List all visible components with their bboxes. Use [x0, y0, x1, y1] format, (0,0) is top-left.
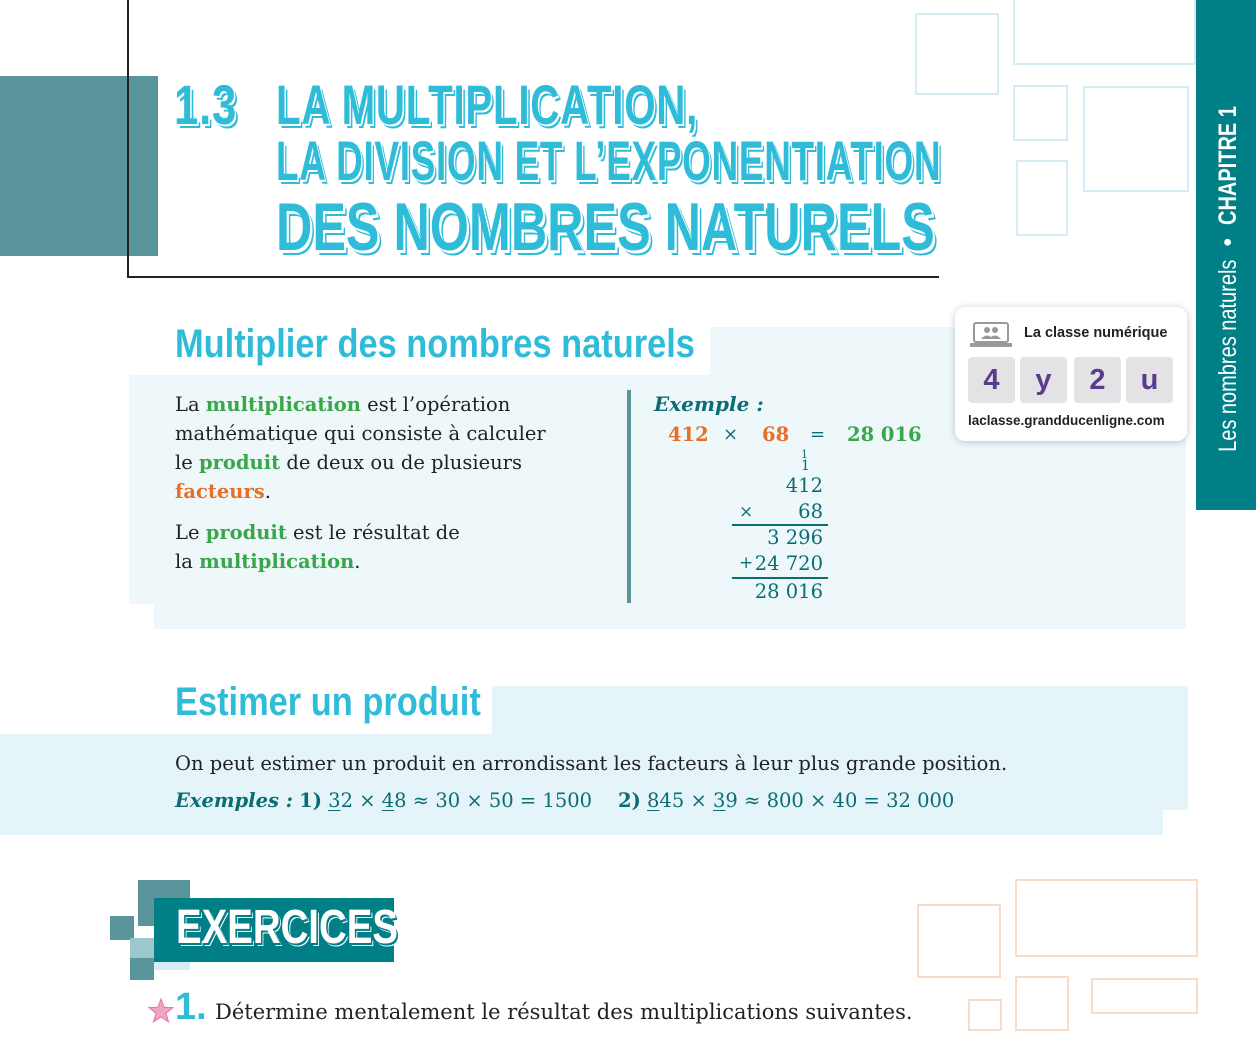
carry-digit: 1 — [801, 458, 810, 474]
star-icon — [148, 998, 174, 1024]
equation-result: 28 016 — [847, 423, 922, 446]
page-title-line1: LA MULTIPLICATION, — [276, 73, 699, 136]
multiplier: 68 — [798, 500, 823, 523]
text: 45 — [659, 789, 685, 812]
laptop-users-icon — [970, 322, 1012, 347]
leading-digit: 3 — [328, 789, 341, 812]
exercise-decor-square — [130, 958, 154, 980]
text: ≈ 30 × 50 = 1500 — [412, 789, 593, 812]
section2-body-bg — [0, 734, 1188, 810]
text: 9 — [725, 789, 738, 812]
partial-product-2: 24 720 — [754, 552, 823, 575]
decor-square — [1091, 978, 1198, 1014]
header-frame-left-line — [127, 0, 129, 278]
carry-digit: 1 — [801, 448, 808, 461]
example-number: 1) — [299, 789, 322, 812]
section2-text: On peut estimer un produit en arrondissa… — [175, 752, 1008, 775]
decor-square — [917, 904, 1001, 978]
text: La — [175, 393, 206, 416]
partial-product-1: 3 296 — [767, 526, 823, 549]
equation-factor-a: 412 — [668, 423, 709, 446]
leading-digit: 8 — [647, 789, 660, 812]
op-times: × — [739, 502, 754, 522]
digital-card-url[interactable]: laclasse.grandducenligne.com — [968, 413, 1165, 428]
text: Le — [175, 521, 206, 544]
exercise-decor-square — [110, 916, 134, 940]
keyword-produit: produit — [198, 451, 281, 474]
decor-square — [915, 13, 999, 95]
code-key: u — [1126, 357, 1173, 403]
text: 8 — [394, 789, 407, 812]
section-number: 1.3 — [174, 73, 238, 136]
keyword-multiplication: multiplication — [205, 393, 361, 416]
chapter-number: CHAPITRE 1 — [1214, 106, 1242, 225]
decor-square — [1013, 0, 1196, 65]
section2-examples: Exemples : 1) 32 × 48 ≈ 30 × 50 = 1500 — [175, 789, 592, 812]
total-product: 28 016 — [754, 580, 823, 603]
exercise-instruction: Détermine mentalement le résultat des mu… — [215, 1000, 913, 1024]
equation-equals: = — [810, 424, 826, 445]
text: × — [690, 789, 707, 812]
section1-product-definition: Le produit est le résultat de la multipl… — [175, 518, 475, 576]
chapter-sidebar — [1196, 0, 1256, 510]
chapter-name: Les nombres naturels — [1214, 259, 1242, 452]
section1-body-bg-tail — [154, 600, 1186, 629]
header-teal-block — [0, 76, 158, 256]
section2-title: Estimer un produit — [175, 680, 481, 724]
digital-card-title: La classe numérique — [1024, 325, 1168, 341]
keyword-multiplication: multiplication — [199, 550, 355, 573]
calc-rule — [732, 524, 828, 526]
multiplicand: 412 — [785, 474, 823, 497]
section2-example-2: 2) 845 × 39 ≈ 800 × 40 = 32 000 — [618, 789, 954, 812]
text: × — [359, 789, 376, 812]
text: . — [264, 480, 271, 503]
page-title-line2: LA DIVISION ET L’EXPONENTIATION — [276, 129, 942, 192]
op-plus: + — [739, 553, 754, 573]
exercises-banner — [154, 898, 394, 962]
page-title-line3: DES NOMBRES NATURELS — [276, 189, 935, 265]
leading-digit: 4 — [381, 789, 395, 812]
text: . — [354, 550, 361, 573]
example-divider — [627, 390, 631, 603]
decor-square — [1015, 879, 1198, 957]
leading-digit: 3 — [713, 789, 726, 812]
text: 2 — [340, 789, 353, 812]
code-key: y — [1020, 357, 1067, 403]
example-number: 2) — [618, 789, 641, 812]
calc-rule — [732, 577, 828, 579]
decor-square — [1015, 976, 1069, 1031]
decor-square — [968, 999, 1002, 1031]
code-key: 4 — [968, 357, 1015, 403]
section2-body-bg-tail — [0, 808, 1163, 835]
section2-title-band — [492, 686, 1188, 734]
text: ≈ 800 × 40 = 32 000 — [744, 789, 955, 812]
text: de deux ou de plusieurs — [280, 451, 523, 474]
decor-square — [1016, 160, 1068, 236]
digital-class-card[interactable]: La classe numérique 4 y 2 u laclasse.gra… — [955, 307, 1187, 441]
exercises-banner-text: EXERCICES — [176, 901, 398, 954]
text: est le résultat de la — [175, 521, 460, 573]
header-frame-bottom-line — [127, 276, 939, 278]
examples-label: Exemples : — [175, 789, 293, 812]
sidebar-separator: • — [1214, 237, 1242, 247]
section1-title: Multiplier des nombres naturels — [175, 322, 695, 366]
equation-factor-b: 68 — [762, 423, 790, 446]
exercise-number: 1. — [175, 986, 207, 1028]
keyword-facteurs: facteurs — [175, 480, 265, 503]
decor-square — [1083, 86, 1189, 192]
chapter-sidebar-label: Les nombres naturels • CHAPITRE 1 — [1214, 76, 1243, 500]
example-label: Exemple : — [654, 392, 764, 416]
text: est l’opération mathématique qui consist… — [175, 393, 546, 474]
decor-square — [1013, 85, 1068, 141]
keyword-produit: produit — [205, 521, 287, 544]
section1-definition: La multiplication est l’opération mathém… — [175, 390, 555, 506]
equation-times: × — [723, 424, 739, 445]
code-key: 2 — [1074, 357, 1121, 403]
